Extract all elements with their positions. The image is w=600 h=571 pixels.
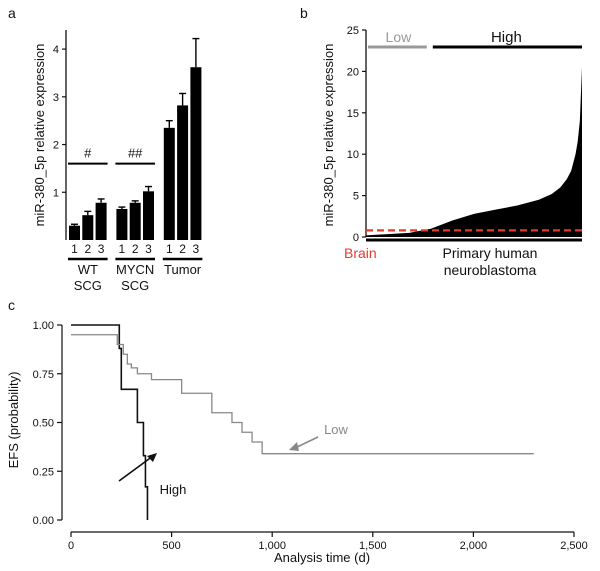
panel-a-ytick-label: 2 [53, 140, 59, 152]
panel-a-ytick-label: 1 [53, 187, 59, 199]
panel-c-series-high-line [71, 324, 149, 520]
panel-b-ylabel: miR-380_5p relative expression [321, 44, 336, 227]
panel-a-significance-mark: ## [128, 146, 143, 161]
panel-letter-a: a [8, 5, 16, 21]
panel-c-high-label: High [160, 482, 187, 497]
panel-c-low-arrowhead [289, 442, 299, 451]
panel-c-ytick-label: 0.50 [33, 418, 54, 430]
panel-a-ytick-label: 4 [53, 44, 59, 56]
panel-a-xtick-label: 3 [193, 242, 200, 256]
panel-b-ytick-label: 20 [347, 66, 359, 78]
panel-a-group-label: SCG [121, 278, 149, 293]
panel-a-group-label: Tumor [164, 262, 202, 277]
panel-a-bar [129, 202, 141, 240]
panel-a-xtick-label: 2 [84, 242, 91, 256]
panel-c-chart: EFS (probability) Analysis time (d) 0 500… [6, 320, 588, 565]
panel-a-xtick-label: 1 [166, 242, 173, 256]
panel-a-bar [163, 127, 175, 240]
panel-c-ylabel: EFS (probability) [6, 372, 21, 469]
panel-letter-c: c [8, 297, 15, 313]
panel-c-high-arrowhead [147, 453, 157, 462]
panel-b-ytick-label: 25 [347, 25, 359, 37]
panel-b-ytick-label: 10 [347, 149, 359, 161]
panel-a-xtick-label: 2 [179, 242, 186, 256]
panel-a-bar [143, 191, 154, 240]
panel-c-xtick-label: 2,500 [560, 540, 588, 552]
panel-letter-b: b [300, 5, 308, 21]
panel-c-xtick-label: 500 [162, 540, 180, 552]
panel-a-xtick-label: 1 [119, 242, 126, 256]
panel-b-chart: miR-380_5p relative expression 0 5 10 15 20 2… [321, 25, 582, 278]
panel-c-xtick-label: 1,000 [258, 540, 286, 552]
panel-c-series-low-line [71, 334, 534, 455]
panel-a-bar [69, 225, 80, 240]
panel-a-significance-mark: # [84, 146, 92, 161]
panel-b-brain-label: Brain [344, 245, 377, 261]
panel-a-bar [190, 67, 202, 241]
panel-c-xtick-label: 2,000 [460, 540, 488, 552]
panel-a-bar [95, 202, 107, 240]
panel-c-ytick-label: 1.00 [33, 320, 54, 332]
panel-b-ytick-label: 15 [347, 108, 359, 120]
panel-c-xtick-label: 0 [68, 540, 74, 552]
panel-c-ytick-label: 0.75 [33, 369, 54, 381]
panel-a-bar [116, 208, 128, 240]
panel-c-xlabel: Analysis time (d) [274, 550, 370, 565]
panel-a-xtick-label: 2 [132, 242, 139, 256]
panel-c-ytick-label: 0.25 [33, 466, 54, 478]
panel-a-bar [177, 105, 189, 240]
panel-c-ytick-label: 0.00 [33, 515, 54, 527]
panel-c-low-arrow [294, 436, 319, 449]
panel-b-low-label: Low [386, 29, 413, 45]
panel-a-xtick-label: 1 [71, 242, 78, 256]
panel-a-ytick-label: 3 [53, 92, 59, 104]
panel-a-bar [82, 215, 94, 240]
panel-c-low-label: Low [324, 422, 348, 437]
panel-b-ytick-label: 0 [353, 232, 359, 244]
panel-c-xtick-label: 1,500 [359, 540, 387, 552]
panel-b-xlabel: Primary human [443, 245, 538, 261]
panel-b-high-label: High [491, 29, 522, 46]
panel-b-ytick-label: 5 [353, 191, 359, 203]
panel-a-group-label: WT [78, 262, 98, 277]
panel-a-xtick-label: 3 [98, 242, 105, 256]
panel-a-group-label: MYCN [116, 262, 154, 277]
panel-b-xlabel: neuroblastoma [444, 262, 537, 278]
panel-b-expression-area [366, 67, 582, 237]
panel-a-group-label: SCG [74, 278, 102, 293]
panel-a-xtick-label: 3 [145, 242, 152, 256]
panel-c-high-arrow [118, 455, 154, 482]
panel-a-ylabel: miR-380_5p relative expression [32, 44, 47, 227]
